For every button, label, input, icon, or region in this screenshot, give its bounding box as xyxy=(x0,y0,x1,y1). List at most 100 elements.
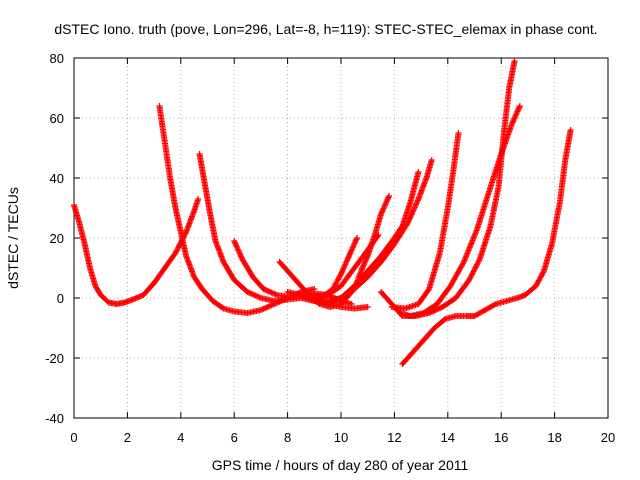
data-point xyxy=(511,114,518,121)
data-point xyxy=(351,240,358,247)
data-point xyxy=(344,257,351,264)
data-point xyxy=(237,251,244,258)
data-point xyxy=(382,199,389,206)
data-point xyxy=(346,253,353,259)
y-tick-label: 20 xyxy=(50,231,64,246)
data-point xyxy=(455,130,462,136)
data-point xyxy=(233,242,240,249)
data-point xyxy=(346,251,353,258)
data-point xyxy=(382,201,389,208)
x-tick-label: 18 xyxy=(547,430,561,445)
data-point xyxy=(364,304,371,310)
x-tick-label: 16 xyxy=(494,430,508,445)
y-tick-label: 40 xyxy=(50,171,64,186)
series-9 xyxy=(311,157,435,304)
data-point xyxy=(512,112,519,119)
data-point xyxy=(219,304,226,311)
data-point xyxy=(516,103,523,109)
data-point xyxy=(428,157,435,163)
data-point xyxy=(513,111,520,118)
x-tick-label: 2 xyxy=(124,430,131,445)
data-point xyxy=(425,287,432,294)
chart-title: dSTEC Iono. truth (pove, Lon=296, Lat=-8… xyxy=(54,21,597,37)
series-layer xyxy=(71,58,574,367)
x-tick-label: 14 xyxy=(441,430,455,445)
data-point xyxy=(386,193,393,199)
x-tick-label: 8 xyxy=(284,430,291,445)
data-point xyxy=(460,260,467,267)
data-point xyxy=(234,244,241,251)
data-point xyxy=(238,254,245,261)
x-axis-label: GPS time / hours of day 280 of year 2011 xyxy=(212,457,469,473)
data-point xyxy=(374,233,381,240)
data-point xyxy=(513,109,520,116)
data-point xyxy=(236,249,243,256)
data-point xyxy=(344,255,351,262)
x-tick-label: 0 xyxy=(70,430,77,445)
series-10 xyxy=(378,58,518,319)
data-point xyxy=(491,301,498,308)
data-point xyxy=(231,238,238,244)
data-point xyxy=(236,250,243,257)
x-tick-labels: 0 2 4 6 8 10 12 14 16 18 20 xyxy=(70,430,615,445)
data-point xyxy=(345,254,352,261)
data-point xyxy=(348,247,355,254)
data-point xyxy=(384,195,391,202)
data-point xyxy=(516,104,523,111)
y-tick-label: -40 xyxy=(45,411,64,426)
data-point xyxy=(338,269,345,276)
data-point xyxy=(384,197,391,204)
y-tick-label: -20 xyxy=(45,351,64,366)
data-point xyxy=(352,239,359,246)
data-point xyxy=(237,253,244,260)
data-point xyxy=(347,250,354,257)
data-point xyxy=(510,118,517,125)
y-tick-label: 0 xyxy=(57,291,64,306)
data-point xyxy=(383,198,390,205)
data-point xyxy=(231,239,238,246)
axis-ticks xyxy=(73,57,609,419)
data-point xyxy=(341,262,348,269)
data-point xyxy=(508,121,515,127)
data-point xyxy=(540,269,547,276)
x-tick-label: 4 xyxy=(177,430,184,445)
grid xyxy=(74,58,608,418)
series-13 xyxy=(399,127,574,367)
data-point xyxy=(232,240,239,247)
data-point xyxy=(511,58,518,64)
data-point xyxy=(379,206,386,213)
data-point xyxy=(375,232,382,238)
data-point xyxy=(515,105,522,112)
data-point xyxy=(349,246,356,253)
data-point xyxy=(341,264,348,271)
data-point xyxy=(235,247,242,254)
data-point xyxy=(338,271,344,277)
data-point xyxy=(381,202,388,209)
data-point xyxy=(339,268,346,275)
data-point xyxy=(567,127,574,133)
y-tick-label: 80 xyxy=(50,51,64,66)
series-11 xyxy=(396,103,523,319)
data-point xyxy=(347,248,354,255)
y-tick-label: 60 xyxy=(50,111,64,126)
data-point xyxy=(350,243,357,250)
data-point xyxy=(354,235,361,241)
y-tick-labels: -40 -20 0 20 40 60 80 xyxy=(45,51,64,426)
data-point xyxy=(381,204,388,211)
data-point xyxy=(342,259,349,266)
x-tick-label: 6 xyxy=(231,430,238,445)
data-point xyxy=(379,208,386,215)
data-point xyxy=(339,266,346,273)
data-point xyxy=(350,241,357,248)
data-point xyxy=(195,196,202,202)
series-1 xyxy=(71,196,202,307)
data-point xyxy=(515,107,522,114)
series-3 xyxy=(196,151,371,312)
data-point xyxy=(510,116,517,123)
data-point xyxy=(511,115,518,122)
data-point xyxy=(352,237,359,244)
data-point xyxy=(378,209,385,216)
data-point xyxy=(234,246,241,253)
data-point xyxy=(380,205,387,212)
